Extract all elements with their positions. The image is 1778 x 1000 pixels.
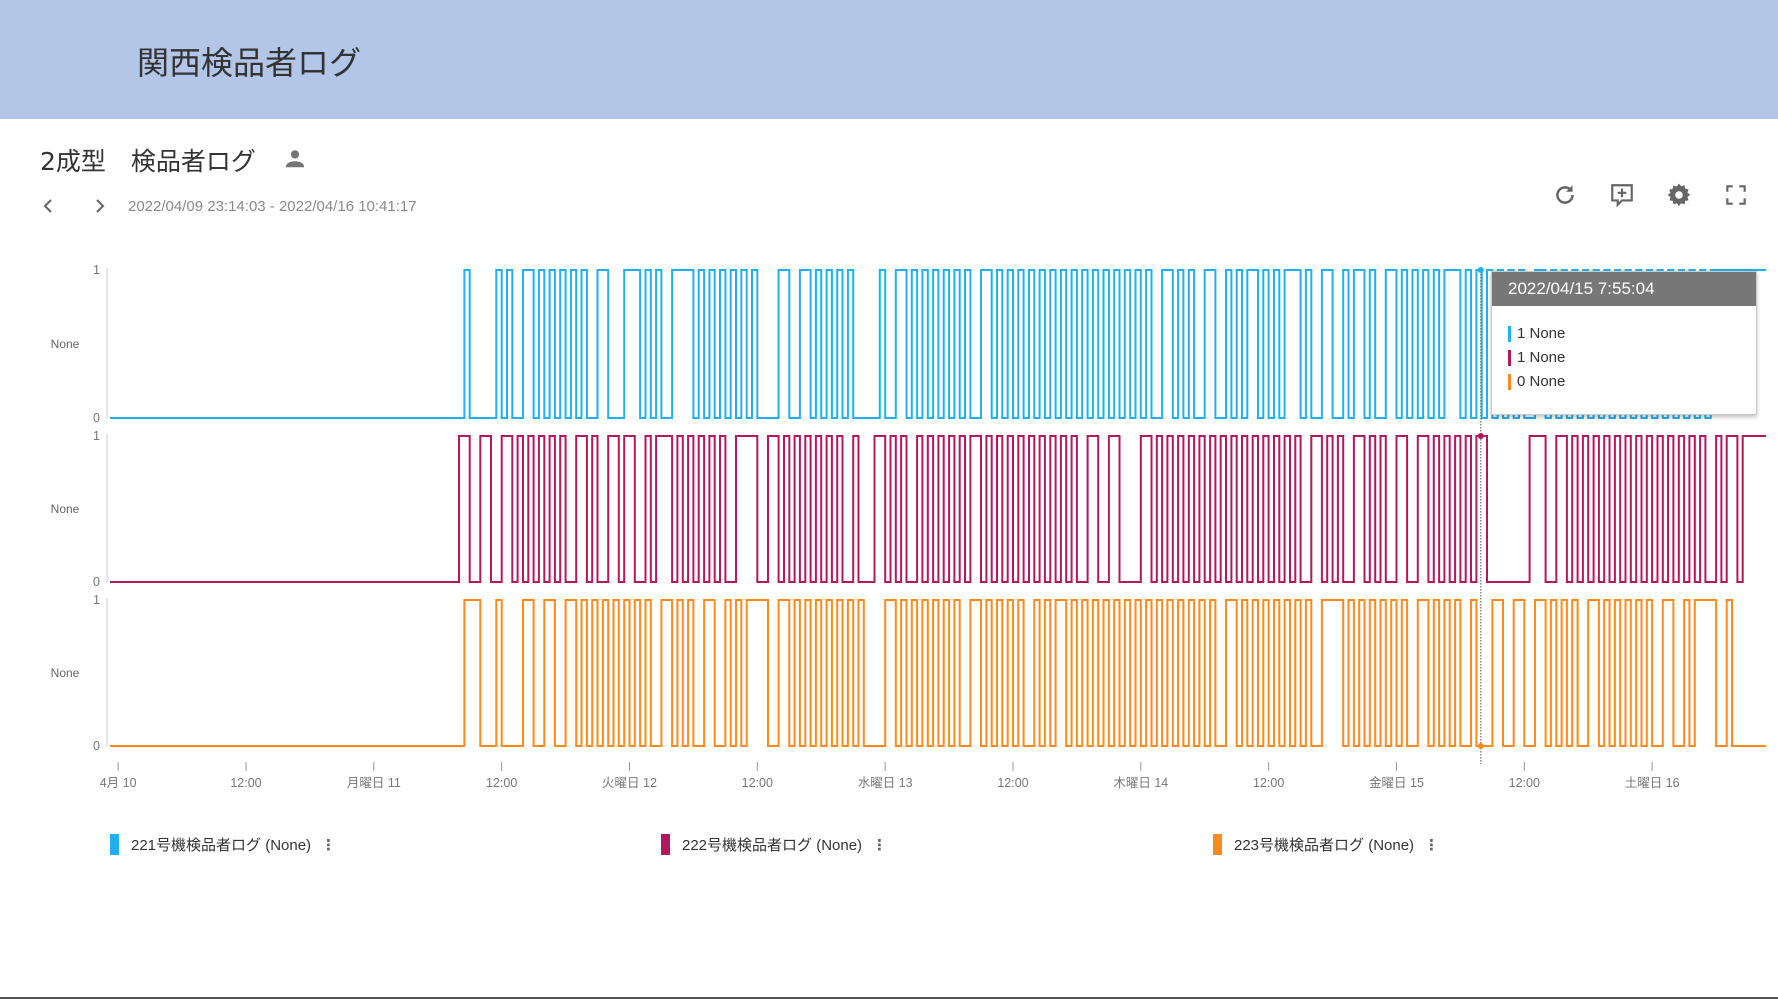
y-tick-label: 1 [93, 263, 100, 277]
series-color-bar [1508, 374, 1511, 391]
fullscreen-icon[interactable] [1723, 182, 1749, 208]
hover-point [1477, 267, 1484, 273]
status-chart: 1 0 None 1 0 None 1 0 None 4月 10 12:00 月曜日 11 12:00 火… [51, 263, 1766, 790]
chevron-right-icon[interactable] [90, 196, 110, 216]
app-header: 関西検品者ログ [0, 0, 1778, 119]
x-tick-label: 土曜日 16 [1625, 776, 1680, 790]
tooltip-value: 1 None [1517, 325, 1566, 342]
legend-label: 222号機検品者ログ (None) [682, 837, 863, 854]
bottom-divider [0, 997, 1778, 999]
chevron-left-icon[interactable] [38, 196, 58, 216]
chart-tooltip: 2022/04/15 7:55:04 1 None 1 None 0 None [1491, 271, 1757, 415]
series-line-1 [110, 269, 1766, 419]
tooltip-row: 0 None [1508, 372, 1565, 392]
legend-item-223[interactable]: 223号機検品者ログ (None) ⋮ [1213, 834, 1439, 855]
series-line-3 [110, 599, 1766, 747]
x-tick-label: 金曜日 15 [1369, 775, 1424, 790]
app-title: 関西検品者ログ [137, 44, 362, 82]
tooltip-value: 0 None [1517, 373, 1566, 390]
hover-point [1477, 433, 1484, 439]
legend-swatch [661, 834, 670, 855]
x-tick-label: 12:00 [1253, 776, 1284, 790]
x-tick-label: 12:00 [230, 776, 261, 790]
x-tick-label: 火曜日 12 [602, 776, 657, 790]
refresh-icon[interactable] [1552, 182, 1578, 208]
more-vert-icon[interactable]: ⋮ [872, 836, 888, 854]
y-axis-label: None [51, 337, 80, 351]
y-axis-label: None [51, 502, 80, 516]
tooltip-time: 2022/04/15 7:55:04 [1492, 272, 1756, 306]
y-tick-label: 0 [93, 411, 100, 425]
series-color-bar [1508, 350, 1511, 367]
x-tick-label: 12:00 [486, 776, 517, 790]
x-tick-label: 月曜日 11 [347, 776, 401, 790]
y-axis-label: None [51, 666, 80, 680]
legend-label: 223号機検品者ログ (None) [1234, 837, 1415, 854]
x-tick-label: 12:00 [1509, 776, 1540, 790]
series-line-2 [110, 435, 1766, 583]
tooltip-value: 1 None [1517, 349, 1566, 366]
x-tick-label: 12:00 [997, 776, 1028, 790]
y-tick-label: 0 [93, 575, 100, 589]
series-color-bar [1508, 326, 1511, 343]
hover-point [1477, 743, 1484, 749]
more-vert-icon[interactable]: ⋮ [1424, 836, 1440, 854]
tooltip-row: 1 None [1508, 324, 1565, 344]
legend-item-222[interactable]: 222号機検品者ログ (None) ⋮ [661, 834, 887, 855]
legend-swatch [1213, 834, 1222, 855]
add-comment-icon[interactable] [1609, 182, 1635, 208]
legend-swatch [110, 834, 119, 855]
x-tick-label: 4月 10 [100, 776, 137, 790]
tooltip-row: 1 None [1508, 348, 1565, 368]
gear-icon[interactable] [1666, 182, 1692, 208]
person-icon[interactable] [284, 148, 306, 170]
legend-item-221[interactable]: 221号機検品者ログ (None) ⋮ [110, 834, 336, 855]
legend-label: 221号機検品者ログ (None) [131, 837, 312, 854]
x-tick-label: 12:00 [742, 776, 773, 790]
date-range[interactable]: 2022/04/09 23:14:03 - 2022/04/16 10:41:1… [128, 198, 417, 215]
more-vert-icon[interactable]: ⋮ [321, 836, 337, 854]
y-tick-label: 1 [93, 593, 100, 607]
y-tick-label: 0 [93, 739, 100, 753]
x-tick-label: 木曜日 14 [1113, 776, 1168, 790]
panel-title: 2成型 検品者ログ [40, 147, 256, 176]
y-tick-label: 1 [93, 429, 100, 443]
x-tick-label: 水曜日 13 [858, 776, 913, 790]
